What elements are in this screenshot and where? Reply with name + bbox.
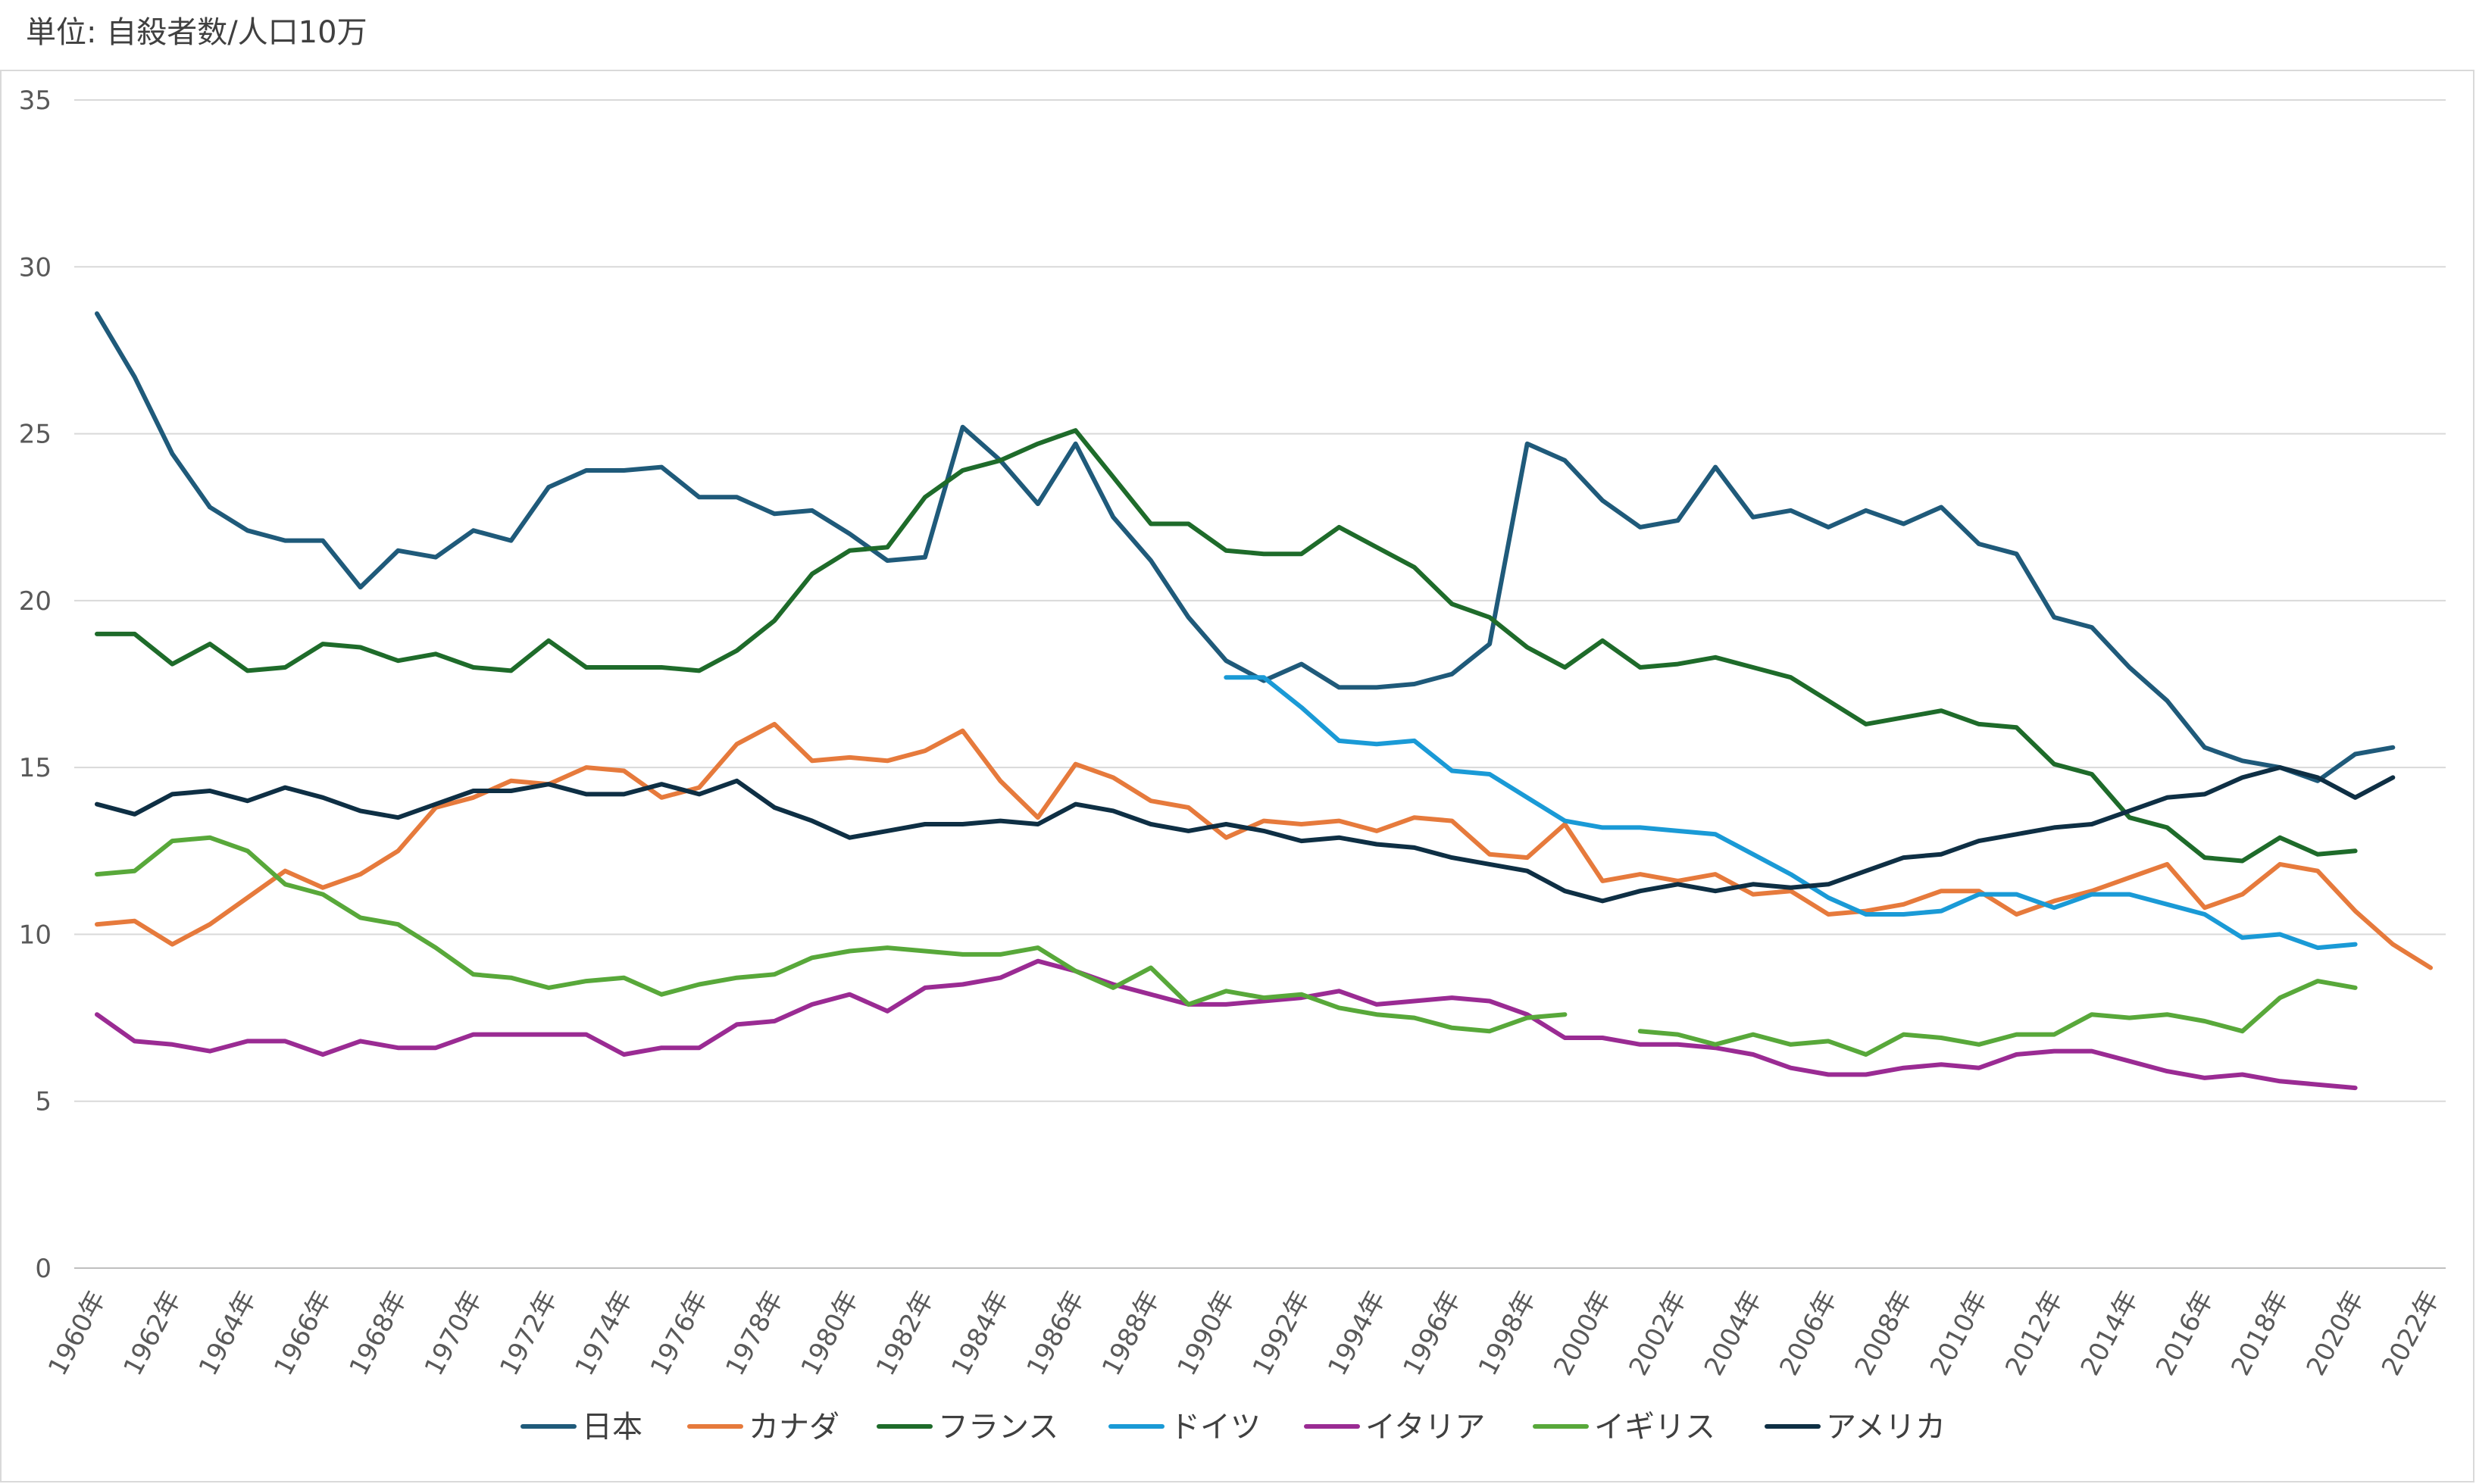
x-tick-label: 1972年 <box>494 1286 564 1380</box>
x-tick-label: 1990年 <box>1171 1286 1241 1380</box>
series-line-イギリス <box>95 835 2358 1057</box>
x-tick-label: 2014年 <box>2075 1286 2145 1380</box>
series-line-カナダ <box>95 721 2433 970</box>
y-tick-label: 15 <box>19 753 52 783</box>
x-tick-label: 1970年 <box>419 1286 489 1380</box>
series-line-日本 <box>95 311 2396 783</box>
series-line-ドイツ <box>1224 675 2358 951</box>
x-tick-label: 2006年 <box>1774 1286 1843 1380</box>
y-tick-label: 25 <box>19 420 52 450</box>
x-tick-label: 1994年 <box>1322 1286 1392 1380</box>
x-tick-label: 1974年 <box>570 1286 639 1380</box>
legend-label[interactable]: アメリカ <box>1826 1410 1946 1445</box>
y-tick-label: 35 <box>19 86 52 116</box>
x-tick-label: 1986年 <box>1021 1286 1091 1380</box>
line-chart: 0 5 10 15 20 25 30 35 1960年 1962年 1964年 1966年 1968年… <box>19 86 2446 1445</box>
legend-label[interactable]: カナダ <box>749 1410 839 1445</box>
x-tick-label: 1962年 <box>117 1286 187 1380</box>
chart-area: 0 5 10 15 20 25 30 35 1960年 1962年 1964年 1966年 1968年… <box>0 70 2474 1482</box>
x-tick-label: 2020年 <box>2301 1286 2371 1380</box>
x-tick-label: 1964年 <box>193 1286 263 1380</box>
x-tick-label: 1966年 <box>268 1286 338 1380</box>
series-line-アメリカ <box>95 765 2396 904</box>
y-axis: 0 5 10 15 20 25 30 35 <box>19 86 52 1284</box>
x-tick-label: 2012年 <box>1999 1286 2069 1380</box>
unit-label: 単位: 自殺者数/人口10万 <box>26 15 367 50</box>
x-tick-label: 1984年 <box>946 1286 1015 1380</box>
gridlines <box>74 99 2446 1269</box>
x-tick-label: 1960年 <box>42 1286 112 1380</box>
x-tick-label: 2016年 <box>2150 1286 2220 1380</box>
x-tick-label: 1976年 <box>645 1286 714 1380</box>
y-tick-label: 30 <box>19 252 52 283</box>
x-tick-label: 1968年 <box>343 1286 413 1380</box>
legend-label[interactable]: イタリア <box>1365 1410 1485 1445</box>
series-lines <box>95 311 2433 1091</box>
x-tick-label: 2008年 <box>1849 1286 1919 1380</box>
x-tick-label: 1998年 <box>1473 1286 1543 1380</box>
x-tick-label: 2022年 <box>2376 1286 2446 1380</box>
x-tick-label: 1992年 <box>1247 1286 1317 1380</box>
x-tick-label: 2000年 <box>1548 1286 1618 1380</box>
y-tick-label: 10 <box>19 920 52 950</box>
x-tick-label: 2018年 <box>2225 1286 2295 1380</box>
legend-label[interactable]: イギリス <box>1594 1410 1715 1445</box>
y-tick-label: 5 <box>35 1087 52 1117</box>
x-tick-label: 2004年 <box>1699 1286 1768 1380</box>
legend-label[interactable]: 日本 <box>582 1410 642 1445</box>
x-tick-label: 1988年 <box>1096 1286 1166 1380</box>
y-tick-label: 20 <box>19 586 52 617</box>
x-axis: 1960年 1962年 1964年 1966年 1968年 1970年 1972年 1974年… <box>42 1286 2446 1380</box>
legend-label[interactable]: フランス <box>938 1410 1058 1445</box>
legend-label[interactable]: ドイツ <box>1170 1410 1261 1445</box>
x-tick-label: 2002年 <box>1623 1286 1693 1380</box>
legend[interactable]: 日本 カナダ フランス ドイツ イタリア イギリス アメリカ <box>521 1410 1946 1445</box>
x-tick-label: 1996年 <box>1397 1286 1467 1380</box>
y-tick-label: 0 <box>35 1254 52 1284</box>
x-tick-label: 1978年 <box>720 1286 789 1380</box>
series-line-フランス <box>95 428 2358 864</box>
x-tick-label: 1982年 <box>871 1286 940 1380</box>
x-tick-label: 1980年 <box>796 1286 865 1380</box>
x-tick-label: 2010年 <box>1924 1286 1994 1380</box>
series-line-イタリア <box>95 958 2358 1091</box>
